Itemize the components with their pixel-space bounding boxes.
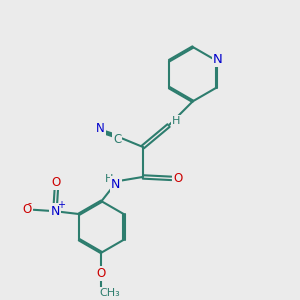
Text: CH₃: CH₃ — [100, 288, 120, 298]
Text: +: + — [57, 200, 65, 210]
Text: C: C — [113, 133, 121, 146]
Text: H: H — [105, 174, 113, 184]
Text: N: N — [111, 178, 120, 190]
Text: O: O — [173, 172, 182, 185]
Text: N: N — [50, 205, 60, 218]
Text: H: H — [172, 116, 181, 126]
Text: O: O — [97, 267, 106, 280]
Text: -: - — [27, 198, 31, 208]
Text: N: N — [213, 53, 223, 66]
Text: N: N — [96, 122, 104, 135]
Text: O: O — [52, 176, 61, 189]
Text: O: O — [22, 203, 32, 216]
